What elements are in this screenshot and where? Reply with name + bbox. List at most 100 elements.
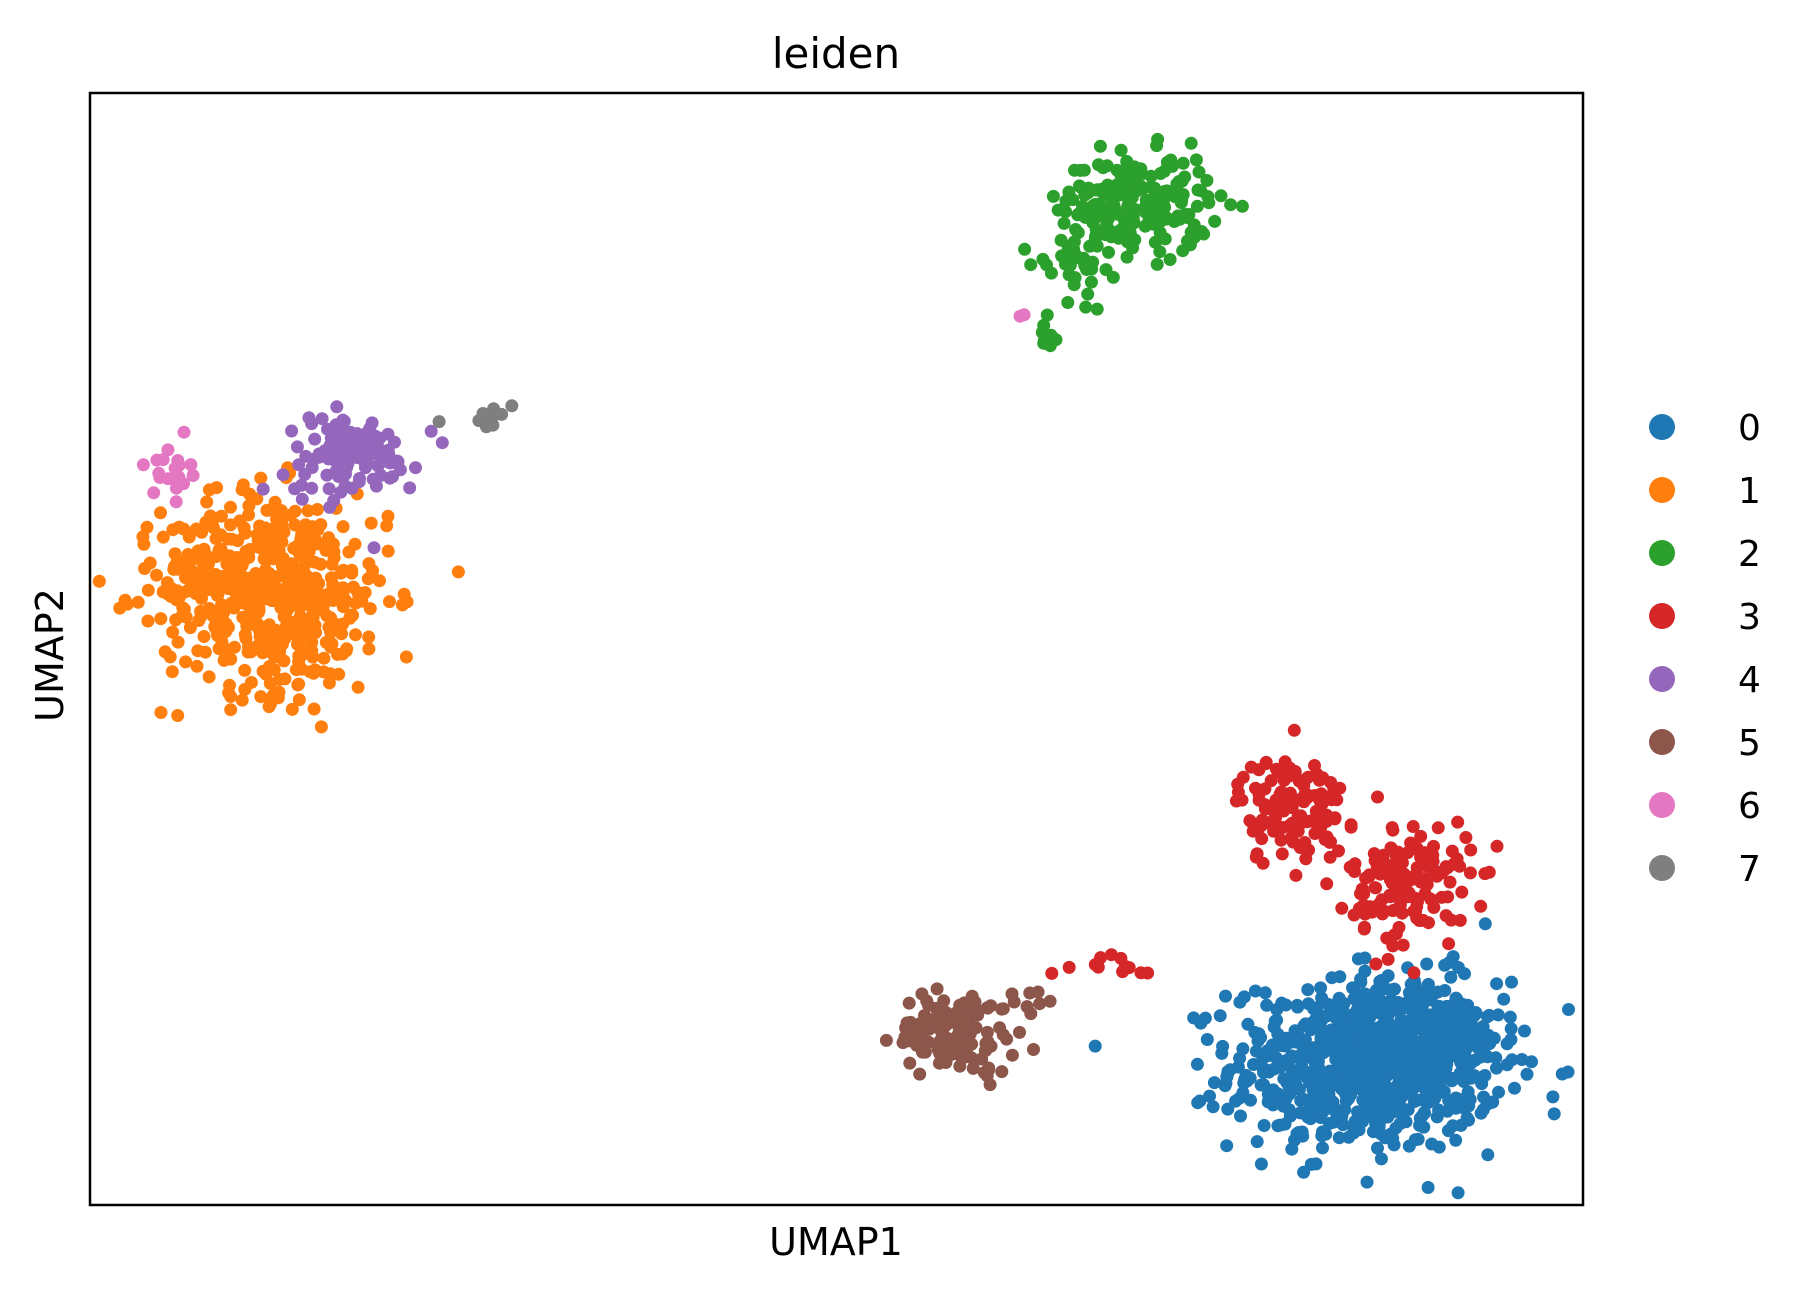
point-cluster-1 (301, 504, 315, 518)
point-cluster-1 (381, 509, 395, 523)
point-cluster-0 (1402, 1139, 1416, 1153)
point-cluster-0 (1239, 1068, 1253, 1082)
point-cluster-0 (1446, 1119, 1460, 1133)
point-cluster-5 (979, 1043, 993, 1057)
point-cluster-1 (197, 630, 211, 643)
point-cluster-1 (195, 525, 209, 539)
point-cluster-2 (1165, 159, 1179, 173)
point-cluster-2 (1194, 184, 1208, 198)
point-cluster-0 (1266, 1083, 1280, 1097)
point-cluster-0 (1334, 1105, 1348, 1119)
point-cluster-0 (1315, 1129, 1329, 1143)
point-cluster-1 (165, 665, 179, 679)
point-cluster-1 (373, 574, 386, 588)
point-cluster-0 (1423, 1008, 1437, 1022)
point-cluster-0 (1380, 1008, 1394, 1022)
point-cluster-3 (1264, 774, 1278, 788)
point-cluster-4 (357, 454, 371, 468)
point-cluster-2 (1136, 182, 1150, 195)
point-cluster-0 (1394, 1078, 1408, 1092)
point-cluster-0 (1497, 992, 1511, 1006)
point-cluster-1 (141, 614, 155, 628)
point-cluster-0 (1481, 1148, 1495, 1162)
point-cluster-3 (1451, 815, 1465, 829)
point-cluster-1 (320, 609, 334, 623)
point-cluster-0 (1282, 1103, 1296, 1117)
point-cluster-3 (1255, 832, 1269, 846)
point-cluster-4 (331, 424, 345, 438)
point-cluster-3 (1357, 887, 1371, 901)
point-cluster-3 (1269, 824, 1283, 838)
legend-label-3: 3 (1738, 597, 1761, 638)
point-cluster-0 (1411, 1132, 1425, 1146)
point-cluster-2 (1105, 203, 1119, 217)
point-cluster-0 (1462, 1099, 1476, 1113)
point-cluster-2 (1083, 239, 1097, 253)
point-cluster-2 (1081, 287, 1095, 301)
point-cluster-0 (1278, 1039, 1292, 1053)
point-cluster-3 (1286, 835, 1300, 849)
point-cluster-0 (1260, 998, 1274, 1012)
point-cluster-0 (1348, 1067, 1362, 1081)
point-cluster-2 (1024, 258, 1038, 272)
point-cluster-3 (1362, 868, 1376, 882)
point-cluster-2 (1067, 235, 1081, 249)
point-cluster-5 (995, 1002, 1009, 1016)
point-cluster-3 (1323, 850, 1337, 864)
point-cluster-0 (1311, 1096, 1325, 1110)
point-cluster-5 (913, 1067, 927, 1081)
point-cluster-2 (1176, 188, 1190, 201)
point-cluster-1 (131, 595, 145, 609)
point-cluster-1 (171, 635, 185, 649)
point-cluster-3 (1404, 836, 1418, 850)
point-cluster-0 (1254, 1157, 1268, 1171)
point-cluster-1 (246, 617, 260, 631)
point-cluster-4 (409, 461, 422, 475)
point-cluster-4 (305, 481, 319, 495)
point-cluster-0 (1316, 1141, 1329, 1155)
point-cluster-1 (209, 568, 223, 581)
point-cluster-0 (1420, 957, 1434, 971)
point-cluster-0 (1297, 1165, 1311, 1179)
point-cluster-1 (254, 569, 268, 583)
point-cluster-1 (364, 516, 378, 530)
point-cluster-2 (1098, 228, 1112, 242)
point-cluster-1 (185, 580, 199, 594)
point-cluster-5 (957, 996, 971, 1010)
point-cluster-0 (1322, 1088, 1336, 1101)
point-cluster-0 (1387, 1105, 1401, 1119)
point-cluster-3 (1273, 766, 1287, 780)
point-cluster-1 (200, 495, 214, 509)
point-cluster-4 (288, 482, 302, 496)
point-cluster-0 (1490, 1061, 1503, 1075)
point-cluster-0 (1267, 1062, 1281, 1076)
point-cluster-3 (1406, 820, 1420, 833)
point-cluster-5 (935, 1036, 949, 1050)
point-cluster-2 (1084, 275, 1098, 289)
point-cluster-0 (1299, 1017, 1313, 1031)
point-cluster-0 (1271, 1027, 1285, 1041)
point-cluster-0 (1341, 1089, 1355, 1103)
point-cluster-3 (1384, 841, 1398, 855)
legend-label-7: 7 (1738, 849, 1761, 890)
point-cluster-1 (207, 606, 221, 620)
point-cluster-0 (1254, 1031, 1268, 1044)
point-cluster-2 (1040, 308, 1054, 322)
point-cluster-1 (208, 620, 222, 633)
point-cluster-0 (1404, 977, 1418, 991)
point-cluster-1 (210, 481, 224, 495)
point-cluster-1 (158, 645, 172, 659)
point-cluster-1 (236, 478, 250, 492)
point-cluster-2 (1046, 189, 1060, 203)
point-cluster-0 (1295, 1064, 1308, 1078)
point-cluster-1 (235, 693, 249, 707)
point-cluster-1 (154, 506, 167, 520)
point-cluster-3 (1464, 843, 1478, 857)
point-cluster-1 (195, 591, 208, 605)
point-cluster-0 (1461, 1066, 1475, 1080)
point-cluster-0 (1460, 1111, 1474, 1125)
point-cluster-1 (154, 612, 168, 626)
point-cluster-0 (1313, 1019, 1327, 1033)
point-cluster-1 (181, 548, 195, 561)
point-cluster-3 (1463, 866, 1477, 880)
